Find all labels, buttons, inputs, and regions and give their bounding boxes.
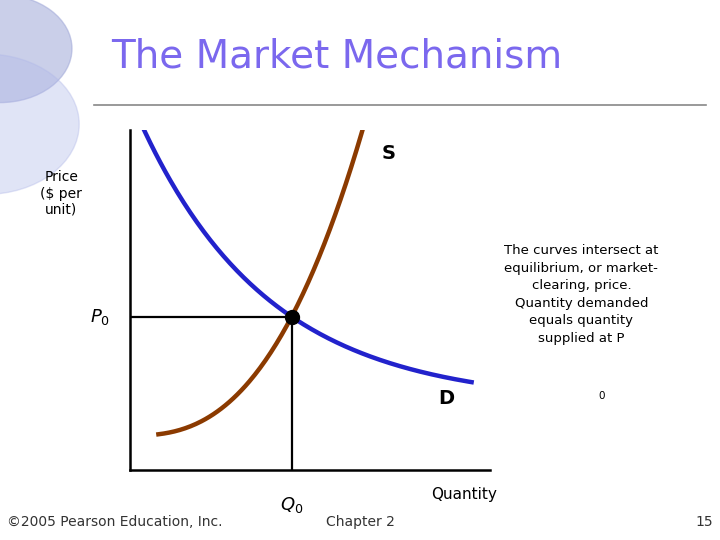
Text: 0: 0 bbox=[598, 390, 605, 401]
Text: Price
($ per
unit): Price ($ per unit) bbox=[40, 171, 82, 217]
Text: The Market Mechanism: The Market Mechanism bbox=[112, 38, 563, 76]
Circle shape bbox=[0, 0, 72, 103]
Circle shape bbox=[0, 54, 79, 194]
Text: The curves intersect at
equilibrium, or market-
clearing, price.
Quantity demand: The curves intersect at equilibrium, or … bbox=[504, 244, 659, 345]
Text: $Q_0$: $Q_0$ bbox=[280, 495, 303, 515]
Text: Quantity: Quantity bbox=[431, 487, 497, 502]
Text: Chapter 2: Chapter 2 bbox=[325, 515, 395, 529]
Text: ©2005 Pearson Education, Inc.: ©2005 Pearson Education, Inc. bbox=[7, 515, 222, 529]
Text: D: D bbox=[438, 389, 454, 408]
Text: S: S bbox=[382, 144, 396, 163]
Text: 15: 15 bbox=[696, 515, 713, 529]
Text: $P_0$: $P_0$ bbox=[90, 307, 109, 327]
